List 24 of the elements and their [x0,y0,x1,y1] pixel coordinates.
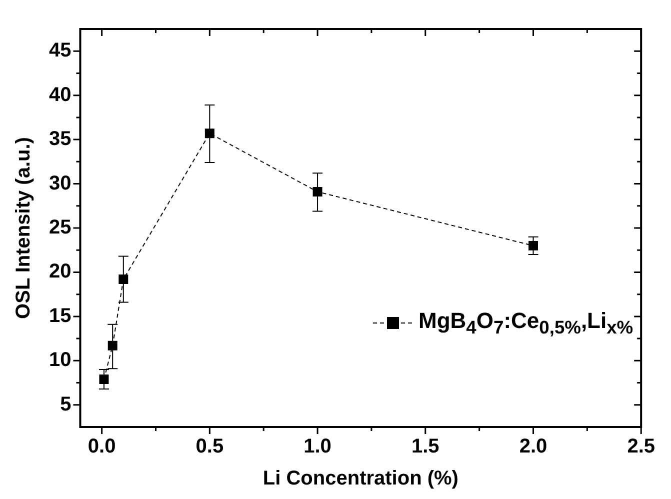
x-tick-label: 0.0 [88,436,116,458]
y-tick-label: 5 [60,393,72,416]
point [204,128,214,138]
legend-label: MgB$_{4}$O$_{7}$:Ce$_{0,5%}$,Li$_{x%}$ [418,308,634,338]
y-tick-label: 15 [48,304,72,327]
y-tick-label: 45 [48,40,72,62]
x-tick-label: 1.5 [411,436,440,458]
y-tick-label: 30 [48,172,72,194]
y-axis-title: OSL Intensity (a.u.) [12,137,35,319]
point [528,240,538,250]
x-tick-label: 2.5 [627,436,656,458]
y-tick-label: 40 [48,84,72,106]
x-axis-title: Li Concentration (%) [262,468,458,490]
x-tick-label: 0.5 [196,436,224,458]
point [118,274,128,284]
point [108,340,118,350]
y-tick-label: 20 [48,260,72,283]
point [312,186,322,196]
x-tick-label: 1.0 [304,436,332,458]
y-tick-label: 25 [48,216,72,239]
y-tick-label: 35 [48,128,72,150]
point [99,374,109,384]
y-tick-label: 10 [48,349,72,372]
x-tick-label: 2.0 [519,436,548,458]
